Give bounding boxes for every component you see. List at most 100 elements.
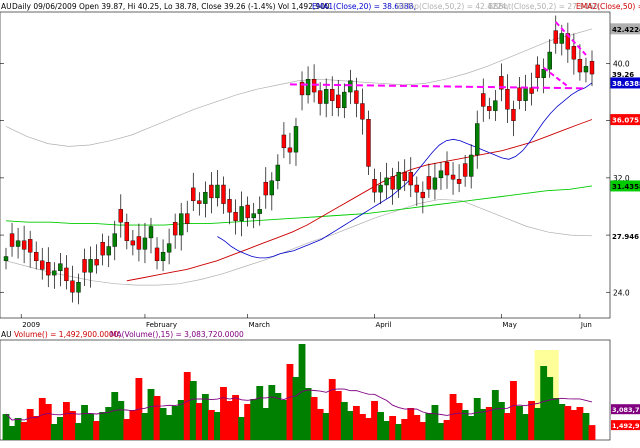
candle-body [172, 221, 178, 236]
volume-ma-label: MA(Volume(),15) = 3,083,720.0000 [110, 330, 244, 339]
volume-bar [56, 417, 64, 440]
candle-body [233, 211, 238, 221]
volume-bar [171, 406, 179, 440]
candle-body [372, 179, 377, 193]
volume-bar [280, 400, 288, 440]
candle-body [9, 233, 15, 247]
price-tag-label: 42.4224 [612, 26, 640, 34]
volume-panel: 3,083,72 1,492,9 [0, 339, 640, 441]
volume-bar [461, 410, 469, 440]
price-tag-box [610, 23, 640, 35]
volume-bar [540, 366, 548, 440]
price-tag-box [610, 230, 640, 242]
volume-bar [32, 416, 40, 440]
volume-bar [14, 418, 22, 440]
volume-ma-tag-label: 3,083,72 [612, 406, 640, 414]
bollinger-top-line [5, 28, 593, 147]
candle-body [348, 80, 353, 93]
y-tick-label: 32.0 [613, 174, 630, 183]
volume-bar [177, 400, 185, 440]
candle-body [481, 93, 486, 107]
volume-bar [522, 414, 529, 440]
ema50-line [126, 119, 593, 282]
volume-bar [310, 397, 318, 440]
volume-bar [38, 398, 46, 440]
pennant-lower-line [543, 66, 569, 88]
volume-tag-box [611, 420, 640, 431]
volume-bar [558, 404, 566, 440]
price-panel: 24.0 32.0 40.0 2009 February March April May Jun… [0, 11, 640, 329]
candle-body [360, 103, 365, 120]
candle-body [287, 147, 293, 153]
volume-bar [455, 403, 463, 440]
volume-bar [576, 407, 584, 440]
candle-body [185, 213, 190, 224]
volume-bar [516, 406, 523, 440]
candle-body [46, 262, 51, 276]
price-tag-label: 38.6388 [612, 80, 640, 88]
candle-body [589, 60, 595, 75]
candle-body [547, 51, 552, 70]
x-tick-label: April [376, 321, 392, 329]
volume-bar [62, 402, 70, 440]
candle-body [136, 236, 142, 250]
volume-bar [485, 407, 493, 440]
candle-body [209, 184, 214, 199]
candle-body [203, 191, 208, 204]
volume-bar [153, 396, 161, 440]
candle-body [475, 123, 480, 156]
candle-body [553, 30, 558, 44]
volume-bar [377, 412, 384, 440]
candle-body [3, 256, 9, 262]
volume-bar [165, 415, 173, 440]
candle-body [275, 164, 281, 181]
candle-body [571, 46, 577, 60]
volume-bar [250, 399, 258, 440]
volume-bar [50, 424, 58, 440]
candle-body [293, 126, 299, 153]
candle-body [342, 91, 347, 109]
volume-bar [129, 410, 137, 440]
candle-body [82, 259, 87, 273]
volume-bar [44, 404, 52, 440]
candle-body [94, 259, 99, 266]
candle-body [583, 66, 589, 73]
volume-bar [117, 401, 125, 440]
volume-bar [93, 421, 101, 440]
candle-body [281, 134, 287, 149]
candle-body [517, 87, 522, 101]
candle-body [191, 187, 196, 201]
volume-bar [207, 410, 215, 440]
candle-body [27, 239, 33, 253]
volume-bar [570, 410, 578, 440]
candle-body [499, 76, 504, 90]
volume-bar [195, 403, 203, 440]
candle-body [450, 174, 456, 180]
volume-bar [141, 413, 149, 440]
candle-body [305, 79, 311, 96]
candle-body [426, 176, 432, 190]
symbol-label: AU [1, 2, 12, 11]
volume-bar [99, 412, 107, 440]
volume-bar [268, 385, 276, 440]
volume-bar [425, 413, 433, 440]
candle-body [523, 87, 528, 101]
volume-bar [365, 418, 372, 440]
candle-body [438, 170, 444, 179]
candle-body [529, 87, 534, 94]
candle-body [40, 260, 45, 270]
x-tick-label: 2009 [22, 321, 40, 329]
candle-body [130, 240, 136, 246]
candle-body [124, 221, 130, 241]
candle-body [414, 184, 420, 193]
legend-entry: BBBot(Close,50,2) = 27.9460, [488, 2, 601, 11]
volume-bar [401, 419, 409, 440]
volume-bar [75, 423, 82, 440]
volume-bar [352, 406, 360, 440]
candle-body [215, 184, 220, 199]
x-tick-label: February [146, 321, 177, 329]
volume-bar [214, 412, 221, 440]
candle-body [384, 177, 389, 186]
candle-body [142, 237, 148, 250]
volume-bar [552, 398, 560, 440]
